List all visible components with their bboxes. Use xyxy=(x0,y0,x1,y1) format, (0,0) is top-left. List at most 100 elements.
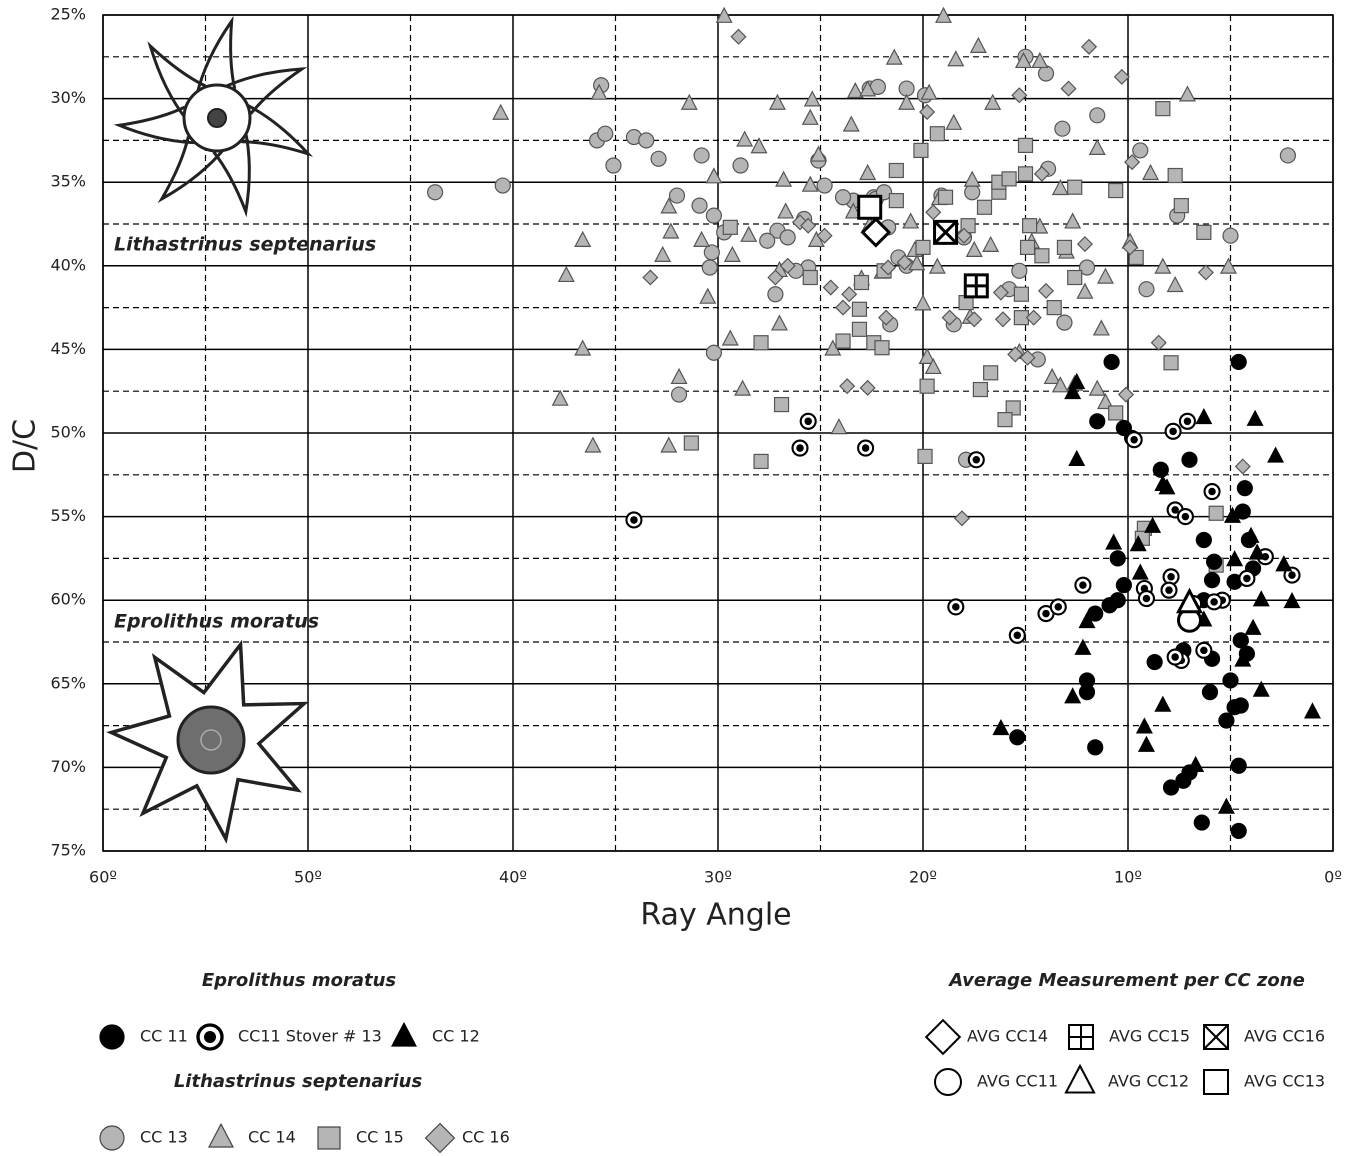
point xyxy=(1125,431,1143,449)
legend-label: AVG CC13 xyxy=(1244,1072,1325,1091)
point xyxy=(1230,757,1247,774)
point xyxy=(1056,239,1073,256)
point xyxy=(1163,355,1179,371)
point xyxy=(1001,171,1017,187)
point xyxy=(846,81,864,99)
marker-core xyxy=(1130,435,1138,444)
legend-label: CC 12 xyxy=(432,1027,480,1046)
point xyxy=(1166,648,1184,666)
legend-title: Lithastrinus septenarius xyxy=(174,1071,423,1092)
icon-arm xyxy=(195,15,237,97)
point xyxy=(1175,772,1192,789)
point xyxy=(1025,309,1042,326)
point xyxy=(1011,262,1028,279)
marker-core xyxy=(972,456,981,464)
legend-label: AVG CC12 xyxy=(1108,1072,1189,1091)
point xyxy=(935,6,952,23)
point xyxy=(715,6,733,23)
point xyxy=(1152,461,1169,478)
marker-core xyxy=(204,1031,216,1043)
point xyxy=(915,239,931,256)
point xyxy=(1135,717,1153,734)
point xyxy=(1252,590,1270,607)
point xyxy=(801,108,819,125)
point xyxy=(1060,80,1077,97)
point xyxy=(767,286,784,303)
point xyxy=(919,378,935,394)
legend-marker xyxy=(317,1126,341,1150)
point xyxy=(1078,612,1096,629)
point xyxy=(1196,224,1212,240)
point xyxy=(1117,386,1134,403)
x-tick-label: 30º xyxy=(704,868,732,887)
y-tick-label: 70% xyxy=(50,757,86,776)
point xyxy=(1218,712,1235,729)
point xyxy=(816,177,833,194)
point xyxy=(1088,379,1106,396)
point xyxy=(1234,458,1251,475)
point xyxy=(605,157,622,174)
point xyxy=(1142,163,1160,181)
legend-label: AVG CC16 xyxy=(1244,1027,1325,1046)
point xyxy=(992,719,1010,736)
marker-stroke xyxy=(1203,1024,1229,1050)
point xyxy=(693,230,711,247)
point xyxy=(1043,367,1061,385)
point xyxy=(1017,166,1034,182)
y-tick-label: 25% xyxy=(50,5,86,24)
point xyxy=(1162,568,1180,586)
y-axis-title: D/C xyxy=(8,419,43,473)
icon-core xyxy=(207,108,227,128)
point xyxy=(816,227,833,244)
point xyxy=(983,365,999,381)
point xyxy=(1009,729,1026,746)
icon-arm xyxy=(212,128,251,218)
point xyxy=(1154,257,1172,274)
point xyxy=(1021,218,1038,234)
point xyxy=(1037,605,1055,623)
legend-marker xyxy=(99,1125,125,1151)
point xyxy=(650,150,667,167)
legend: CC 11 CC11 Stover # 13 CC 12 CC 13 CC 14 CC 1… xyxy=(99,1018,1325,1154)
icon-arm xyxy=(147,41,207,122)
icon-arm xyxy=(220,67,308,115)
icons xyxy=(106,15,314,844)
point xyxy=(803,90,821,107)
point xyxy=(1031,51,1049,69)
point xyxy=(597,125,614,142)
point xyxy=(1160,581,1178,599)
point xyxy=(880,259,897,276)
point xyxy=(1067,179,1083,195)
marker-core xyxy=(1171,653,1179,661)
point xyxy=(670,386,688,403)
point xyxy=(1092,319,1110,336)
point xyxy=(779,229,796,246)
point xyxy=(551,389,569,406)
point xyxy=(1217,797,1235,814)
point xyxy=(1096,267,1114,284)
point xyxy=(1283,591,1301,609)
point xyxy=(941,309,958,326)
point xyxy=(1109,550,1126,567)
point xyxy=(963,170,981,187)
point xyxy=(984,93,1002,110)
legend-marker xyxy=(391,1021,417,1047)
point xyxy=(660,197,678,214)
point xyxy=(638,132,655,149)
point xyxy=(859,80,877,97)
point xyxy=(1166,275,1184,293)
point xyxy=(584,436,602,453)
point xyxy=(835,333,851,349)
point xyxy=(1049,598,1067,616)
point xyxy=(902,212,920,229)
point xyxy=(777,202,795,219)
point xyxy=(670,367,688,385)
legend-label: CC11 Stover # 13 xyxy=(238,1027,382,1046)
point xyxy=(1019,239,1036,256)
legend-marker xyxy=(1064,1063,1096,1094)
point xyxy=(1034,248,1050,264)
point xyxy=(1246,409,1264,426)
point xyxy=(1232,632,1249,649)
point xyxy=(1224,506,1242,523)
point xyxy=(924,357,942,375)
